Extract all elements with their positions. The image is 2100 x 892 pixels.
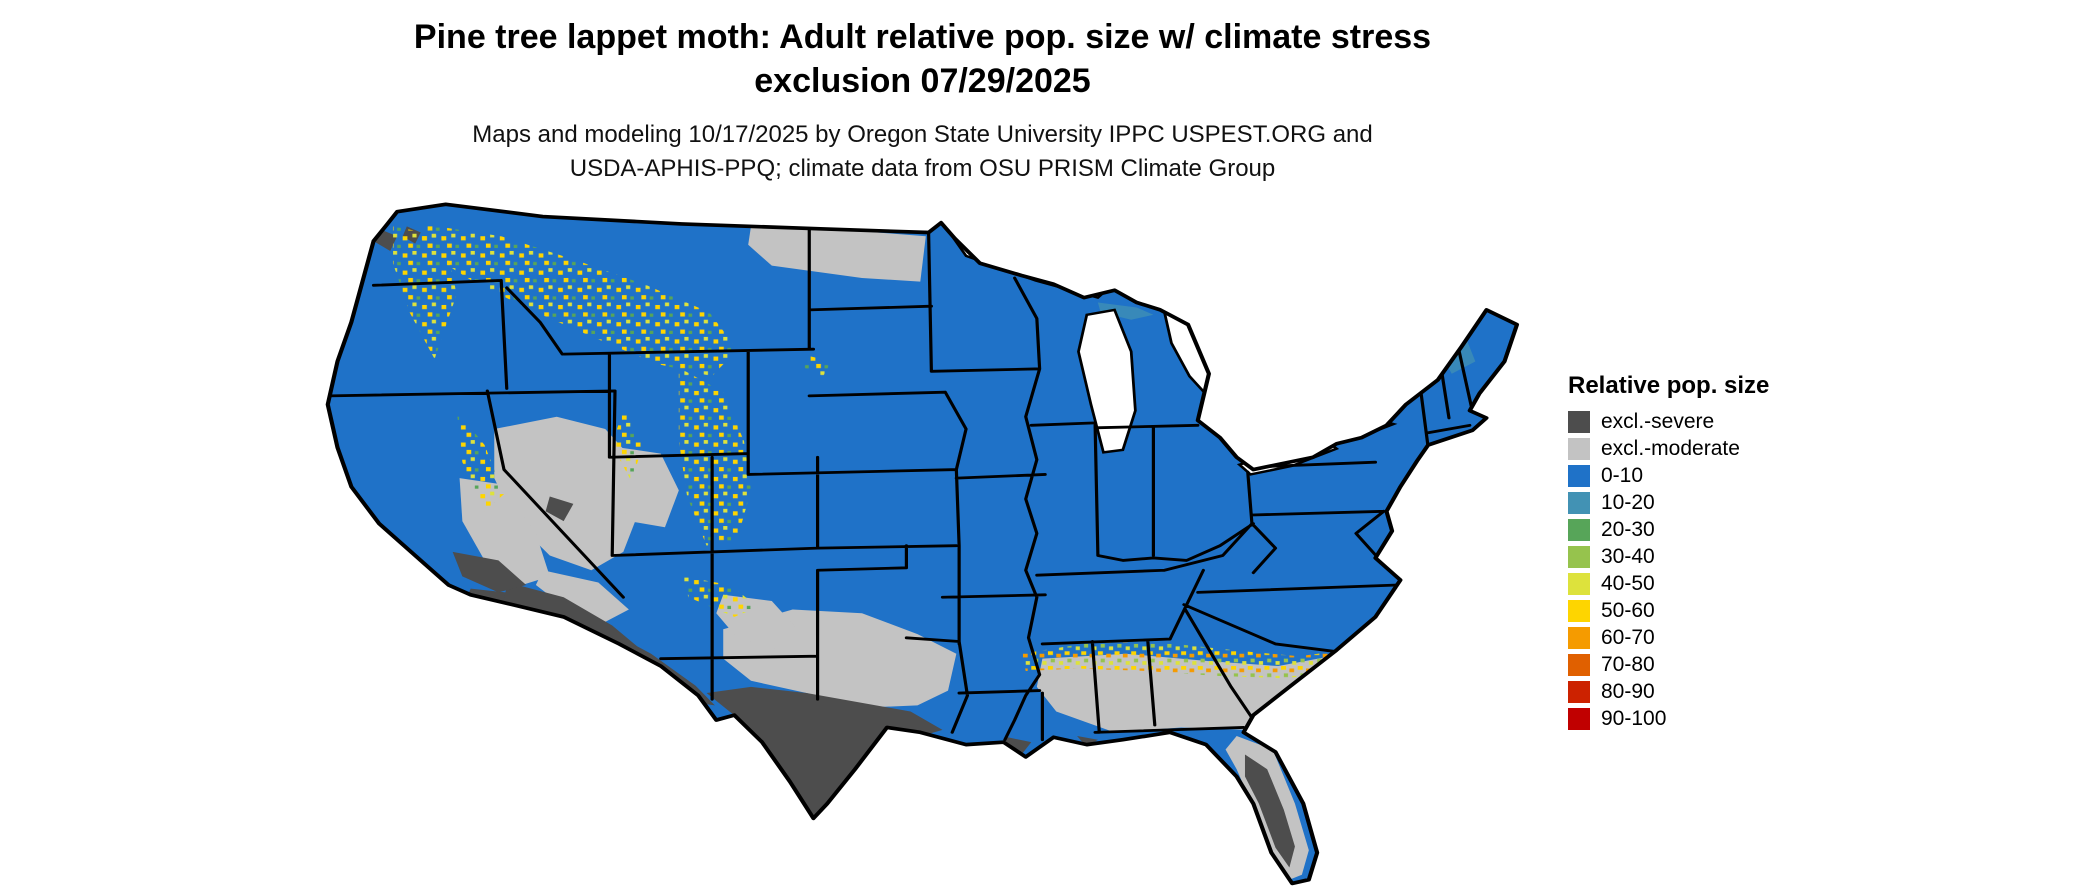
legend-swatch xyxy=(1568,680,1590,703)
legend-item-20-30: 20-30 xyxy=(1568,518,1848,541)
legend-item-10-20: 10-20 xyxy=(1568,491,1848,514)
region-dark-florida-core xyxy=(1244,754,1295,868)
legend-item-30-40: 30-40 xyxy=(1568,545,1848,568)
region-speckle-sierra xyxy=(456,410,504,512)
region-speckle-co-rockies xyxy=(678,367,751,546)
region-speckle-se-band xyxy=(1021,629,1379,679)
region-speckle-n-rockies xyxy=(420,223,738,377)
region-dark-socal xyxy=(452,551,527,593)
legend-item-90-100: 90-100 xyxy=(1568,707,1848,730)
map-subtitle: Maps and modeling 10/17/2025 by Oregon S… xyxy=(0,118,1845,185)
legend-swatch xyxy=(1568,707,1590,730)
legend-label: excl.-severe xyxy=(1601,410,1715,433)
us-outline xyxy=(325,202,1520,886)
legend-swatch xyxy=(1568,653,1590,676)
region-teal-lakeshore xyxy=(1097,302,1154,320)
legend-swatch xyxy=(1568,572,1590,595)
legend-swatch xyxy=(1568,626,1590,649)
legend-label: 60-70 xyxy=(1601,626,1655,649)
region-dark-s-az xyxy=(503,582,638,651)
region-dark-la-delta xyxy=(1003,737,1032,755)
legend-item-80-90: 80-90 xyxy=(1568,680,1848,703)
region-speckle-nm xyxy=(681,576,758,617)
legend-label: 0-10 xyxy=(1601,464,1644,487)
legend-label: 10-20 xyxy=(1601,491,1655,514)
map-raster-layers xyxy=(327,204,1517,884)
legend-swatch xyxy=(1568,545,1590,568)
legend-item-40-50: 40-50 xyxy=(1568,572,1848,595)
subtitle-line-1: Maps and modeling 10/17/2025 by Oregon S… xyxy=(472,121,1373,148)
legend-item-excl-moderate: excl.-moderate xyxy=(1568,437,1848,460)
legend-swatch xyxy=(1568,599,1590,622)
region-gray-az xyxy=(535,570,629,622)
subtitle-line-2: USDA-APHIS-PPQ; climate data from OSU PR… xyxy=(569,154,1276,182)
legend-item-excl-severe: excl.-severe xyxy=(1568,410,1848,433)
lake-michigan xyxy=(1077,308,1137,454)
region-dark-nv-spot xyxy=(545,496,574,522)
legend-swatch xyxy=(1568,410,1590,433)
us-map xyxy=(325,202,1520,886)
region-gray-n-plains xyxy=(748,226,926,282)
legend-label: 80-90 xyxy=(1601,680,1655,703)
legend-swatch xyxy=(1568,437,1590,460)
region-speckle-black-hills xyxy=(803,355,832,377)
legend-label: 30-40 xyxy=(1601,545,1655,568)
legend-item-50-60: 50-60 xyxy=(1568,599,1848,622)
legend-title: Relative pop. size xyxy=(1568,372,1770,399)
regions-speckled xyxy=(392,223,1476,679)
legend-item-0-10: 0-10 xyxy=(1568,464,1848,487)
legend-item-70-80: 70-80 xyxy=(1568,653,1848,676)
title-line-2: exclusion 07/29/2025 xyxy=(754,61,1091,100)
legend-swatch xyxy=(1568,518,1590,541)
legend-label: 70-80 xyxy=(1601,653,1655,676)
legend-swatch xyxy=(1568,464,1590,487)
region-speckle-wasatch xyxy=(612,408,643,482)
page-title: Pine tree lappet moth: Adult relative po… xyxy=(0,16,1845,103)
legend-item-60-70: 60-70 xyxy=(1568,626,1848,649)
legend-swatch xyxy=(1568,491,1590,514)
legend-label: 90-100 xyxy=(1601,707,1667,730)
region-dark-s-texas xyxy=(706,686,943,816)
region-speckle-cascades xyxy=(392,226,457,360)
state-borders xyxy=(327,227,1473,742)
legend-label: 20-30 xyxy=(1601,518,1655,541)
us-map-container xyxy=(300,192,1535,892)
legend-label: 40-50 xyxy=(1601,572,1655,595)
legend-label: excl.-moderate xyxy=(1601,437,1740,460)
map-legend: Relative pop. size excl.-severe excl.-mo… xyxy=(1568,372,1848,734)
title-line-1: Pine tree lappet moth: Adult relative po… xyxy=(413,18,1432,56)
legend-label: 50-60 xyxy=(1601,599,1655,622)
